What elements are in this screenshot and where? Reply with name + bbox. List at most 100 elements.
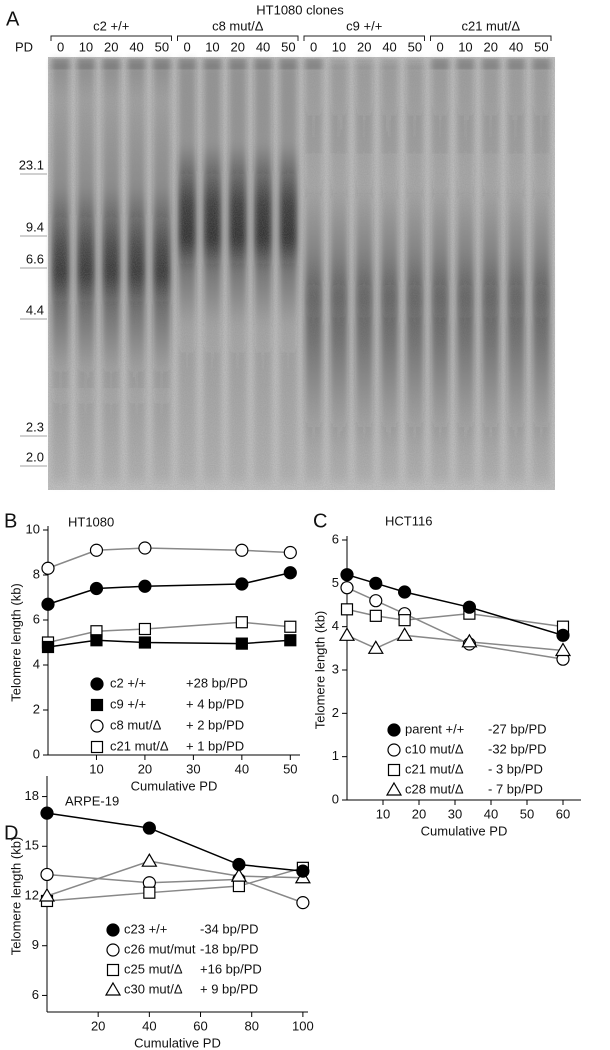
series-line [47, 639, 291, 648]
lane-label: 10 [205, 39, 219, 54]
legend-label: c21 mut/Δ [110, 738, 169, 753]
y-tick-label: 8 [33, 566, 40, 581]
data-point [369, 594, 383, 608]
size-marker: 4.4 [26, 302, 44, 317]
y-tick-label: 2 [33, 701, 40, 716]
lane-label: 20 [357, 39, 371, 54]
lane-label: 50 [408, 39, 422, 54]
data-point [283, 566, 297, 580]
y-tick-label: 6 [332, 531, 339, 546]
size-marker: 6.6 [26, 251, 44, 266]
data-point [367, 640, 384, 654]
legend-marker [90, 677, 104, 691]
data-point [138, 579, 152, 593]
lane-label: 50 [534, 39, 548, 54]
data-point [235, 616, 248, 629]
data-point [138, 636, 152, 649]
legend-rate: +28 bp/PD [186, 675, 248, 690]
legend-marker [106, 923, 120, 937]
group-label: c2 +/+ [93, 18, 129, 33]
y-axis-label: Telomere length (kb) [8, 837, 23, 956]
y-axis-label: Telomere length (kb) [312, 611, 327, 730]
legend-label: c21 mut/Δ [405, 761, 464, 776]
data-point [235, 577, 249, 591]
lane-label: 50 [281, 39, 295, 54]
x-tick-label: 60 [193, 1018, 207, 1033]
x-axis-label: Cumulative PD [134, 1035, 221, 1050]
lane-label: 50 [155, 39, 169, 54]
legend-label: c2 +/+ [110, 675, 146, 690]
data-point [338, 627, 356, 641]
legend-label: c25 mut/Δ [124, 961, 183, 976]
data-point [369, 576, 383, 590]
data-point [141, 853, 158, 867]
data-point [283, 545, 297, 560]
panel-label: D [4, 822, 18, 844]
panel-label: C [313, 510, 327, 532]
x-tick-label: 100 [292, 1018, 314, 1033]
legend-rate: +16 bp/PD [200, 961, 262, 976]
lane-label: 0 [184, 39, 191, 54]
data-point [340, 603, 354, 616]
series-line [47, 621, 291, 644]
data-point [41, 597, 55, 611]
y-tick-label: 18 [25, 788, 39, 803]
data-point [556, 628, 570, 642]
panel-label: B [4, 510, 17, 532]
legend-label: c8 mut/Δ [110, 717, 162, 732]
lane-label: 10 [332, 39, 346, 54]
legend-marker [104, 981, 122, 996]
legend-marker [106, 943, 120, 957]
data-point [142, 821, 156, 835]
x-tick-label: 10 [89, 761, 103, 776]
x-tick-label: 60 [556, 806, 570, 821]
x-axis-label: Cumulative PD [421, 823, 508, 838]
data-point [369, 609, 382, 622]
x-tick-label: 40 [142, 1018, 156, 1033]
size-marker: 23.1 [19, 157, 44, 172]
series-line [46, 860, 303, 897]
size-marker: 9.4 [26, 219, 44, 234]
legend-label: c23 +/+ [124, 921, 167, 936]
x-tick-label: 10 [376, 806, 390, 821]
x-tick-label: 20 [138, 761, 152, 776]
lane-label: 40 [509, 39, 523, 54]
x-tick-label: 40 [235, 761, 249, 776]
lane-label: 20 [231, 39, 245, 54]
lane-label: 10 [79, 39, 93, 54]
x-tick-label: 30 [186, 761, 200, 776]
data-point [138, 622, 152, 636]
y-tick-label: 0 [33, 746, 40, 761]
legend-label: c9 +/+ [110, 696, 146, 711]
data-point [38, 887, 56, 902]
lane-label: 0 [57, 39, 64, 54]
data-point [398, 614, 411, 627]
data-point [235, 543, 249, 557]
legend-rate: -18 bp/PD [200, 941, 259, 956]
data-point [462, 600, 476, 614]
chart-title: ARPE-19 [65, 793, 119, 808]
data-point [41, 640, 55, 654]
lane-label: 0 [310, 39, 317, 54]
y-tick-label: 6 [33, 611, 40, 626]
lane-label: 40 [382, 39, 396, 54]
x-tick-label: 80 [244, 1018, 258, 1033]
x-tick-label: 50 [283, 761, 297, 776]
y-tick-label: 3 [332, 661, 339, 676]
legend-rate: + 4 bp/PD [186, 696, 244, 711]
y-tick-label: 15 [25, 838, 39, 853]
data-point [340, 581, 354, 595]
legend-rate: + 2 bp/PD [186, 717, 244, 732]
group-label: c21 mut/Δ [461, 18, 520, 33]
data-point [40, 806, 54, 820]
legend-marker [387, 763, 401, 777]
legend-marker [90, 719, 104, 733]
data-point [143, 886, 156, 899]
data-point [41, 561, 55, 575]
y-tick-label: 0 [332, 791, 339, 806]
legend-label: parent +/+ [405, 721, 464, 736]
data-point [554, 642, 572, 657]
group-bracket [50, 35, 172, 41]
lane-label: 10 [458, 39, 472, 54]
series-line [47, 572, 291, 605]
